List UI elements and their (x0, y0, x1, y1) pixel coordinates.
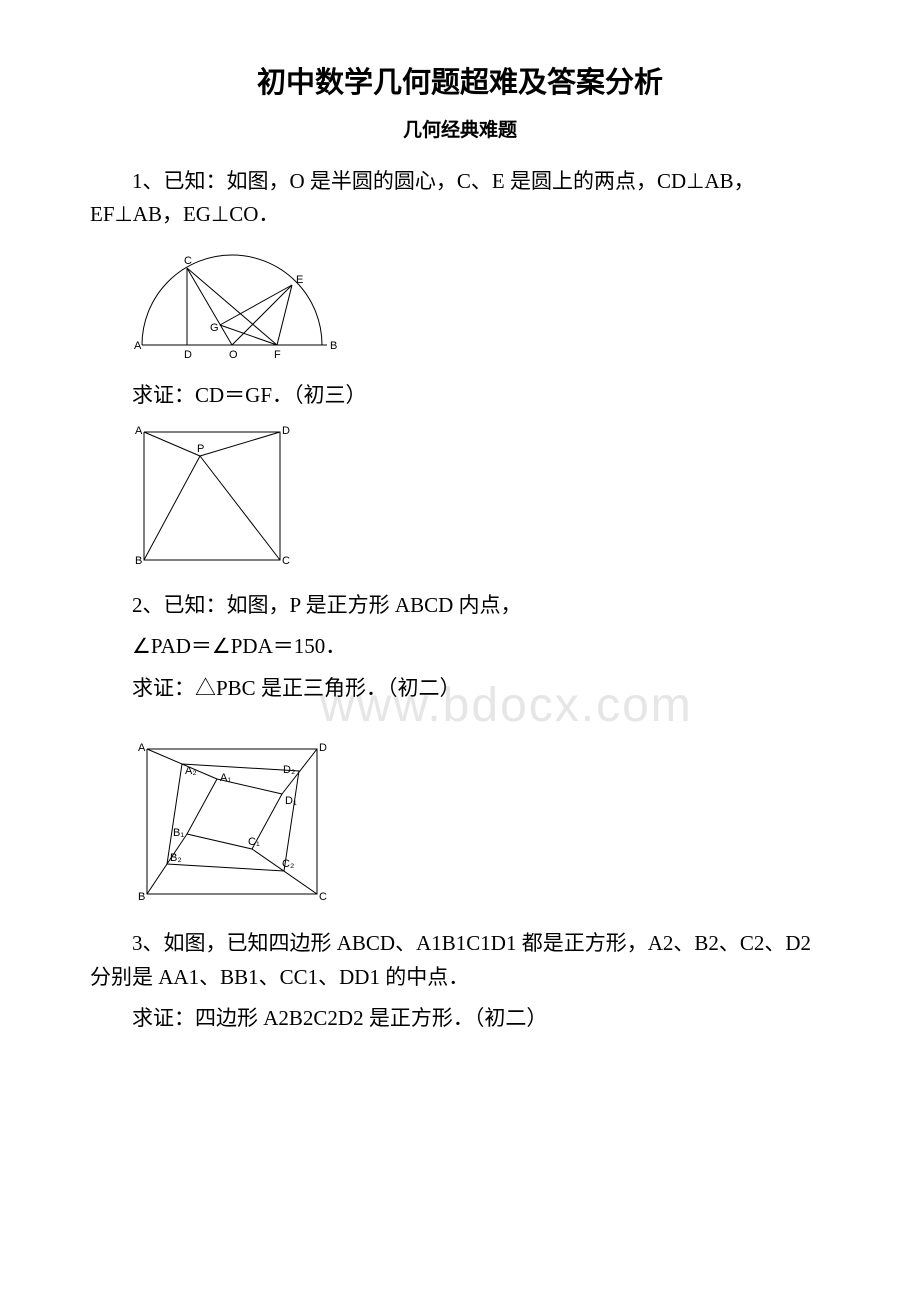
svg-text:B: B (330, 340, 337, 352)
svg-text:B: B (138, 891, 145, 903)
svg-text:O: O (229, 349, 238, 360)
svg-text:B: B (135, 555, 142, 567)
svg-text:C₂: C₂ (282, 858, 294, 870)
figure-2: A D B C P (132, 420, 830, 581)
problem2-prove: 求证：△PBC 是正三角形．（初二） (90, 672, 830, 706)
svg-text:G: G (210, 322, 219, 334)
svg-text:A₁: A₁ (220, 772, 231, 784)
problem1-prove: 求证：CD＝GF．（初三） (90, 379, 830, 413)
problem2-text: 2、已知：如图，P 是正方形 ABCD 内点， (90, 589, 830, 623)
problem2-angle: ∠PAD＝∠PDA＝150． (90, 630, 830, 664)
problem3-text: 3、如图，已知四边形 ABCD、A1B1C1D1 都是正方形，A2、B2、C2、… (90, 927, 830, 994)
svg-text:D: D (282, 425, 290, 437)
doc-title: 初中数学几何题超难及答案分析 (90, 60, 830, 106)
svg-text:C: C (319, 891, 327, 903)
svg-text:A: A (138, 742, 146, 754)
svg-text:P: P (197, 443, 204, 455)
svg-text:C: C (184, 255, 192, 267)
svg-text:E: E (296, 274, 303, 286)
svg-text:D₂: D₂ (283, 764, 295, 776)
svg-text:C: C (282, 555, 290, 567)
svg-text:B₂: B₂ (170, 852, 182, 864)
svg-text:A: A (134, 340, 142, 352)
svg-text:A₂: A₂ (185, 765, 197, 777)
svg-text:A: A (135, 425, 143, 437)
figure-1: A B O D F C E G (132, 240, 830, 371)
problem1-text: 1、已知：如图，O 是半圆的圆心，C、E 是圆上的两点，CD⊥AB，EF⊥AB，… (90, 165, 830, 232)
svg-text:D: D (319, 742, 327, 754)
svg-text:F: F (274, 349, 281, 360)
svg-text:D: D (184, 349, 192, 360)
svg-text:B₁: B₁ (173, 827, 184, 839)
problem3-prove: 求证：四边形 A2B2C2D2 是正方形．（初二） (90, 1002, 830, 1036)
svg-text:C₁: C₁ (248, 836, 260, 848)
doc-subtitle: 几何经典难题 (90, 116, 830, 146)
svg-text:D₁: D₁ (285, 795, 297, 807)
figure-3: A D B C A₁ D₁ C₁ B₁ A₂ D₂ C₂ B₂ (132, 734, 830, 920)
